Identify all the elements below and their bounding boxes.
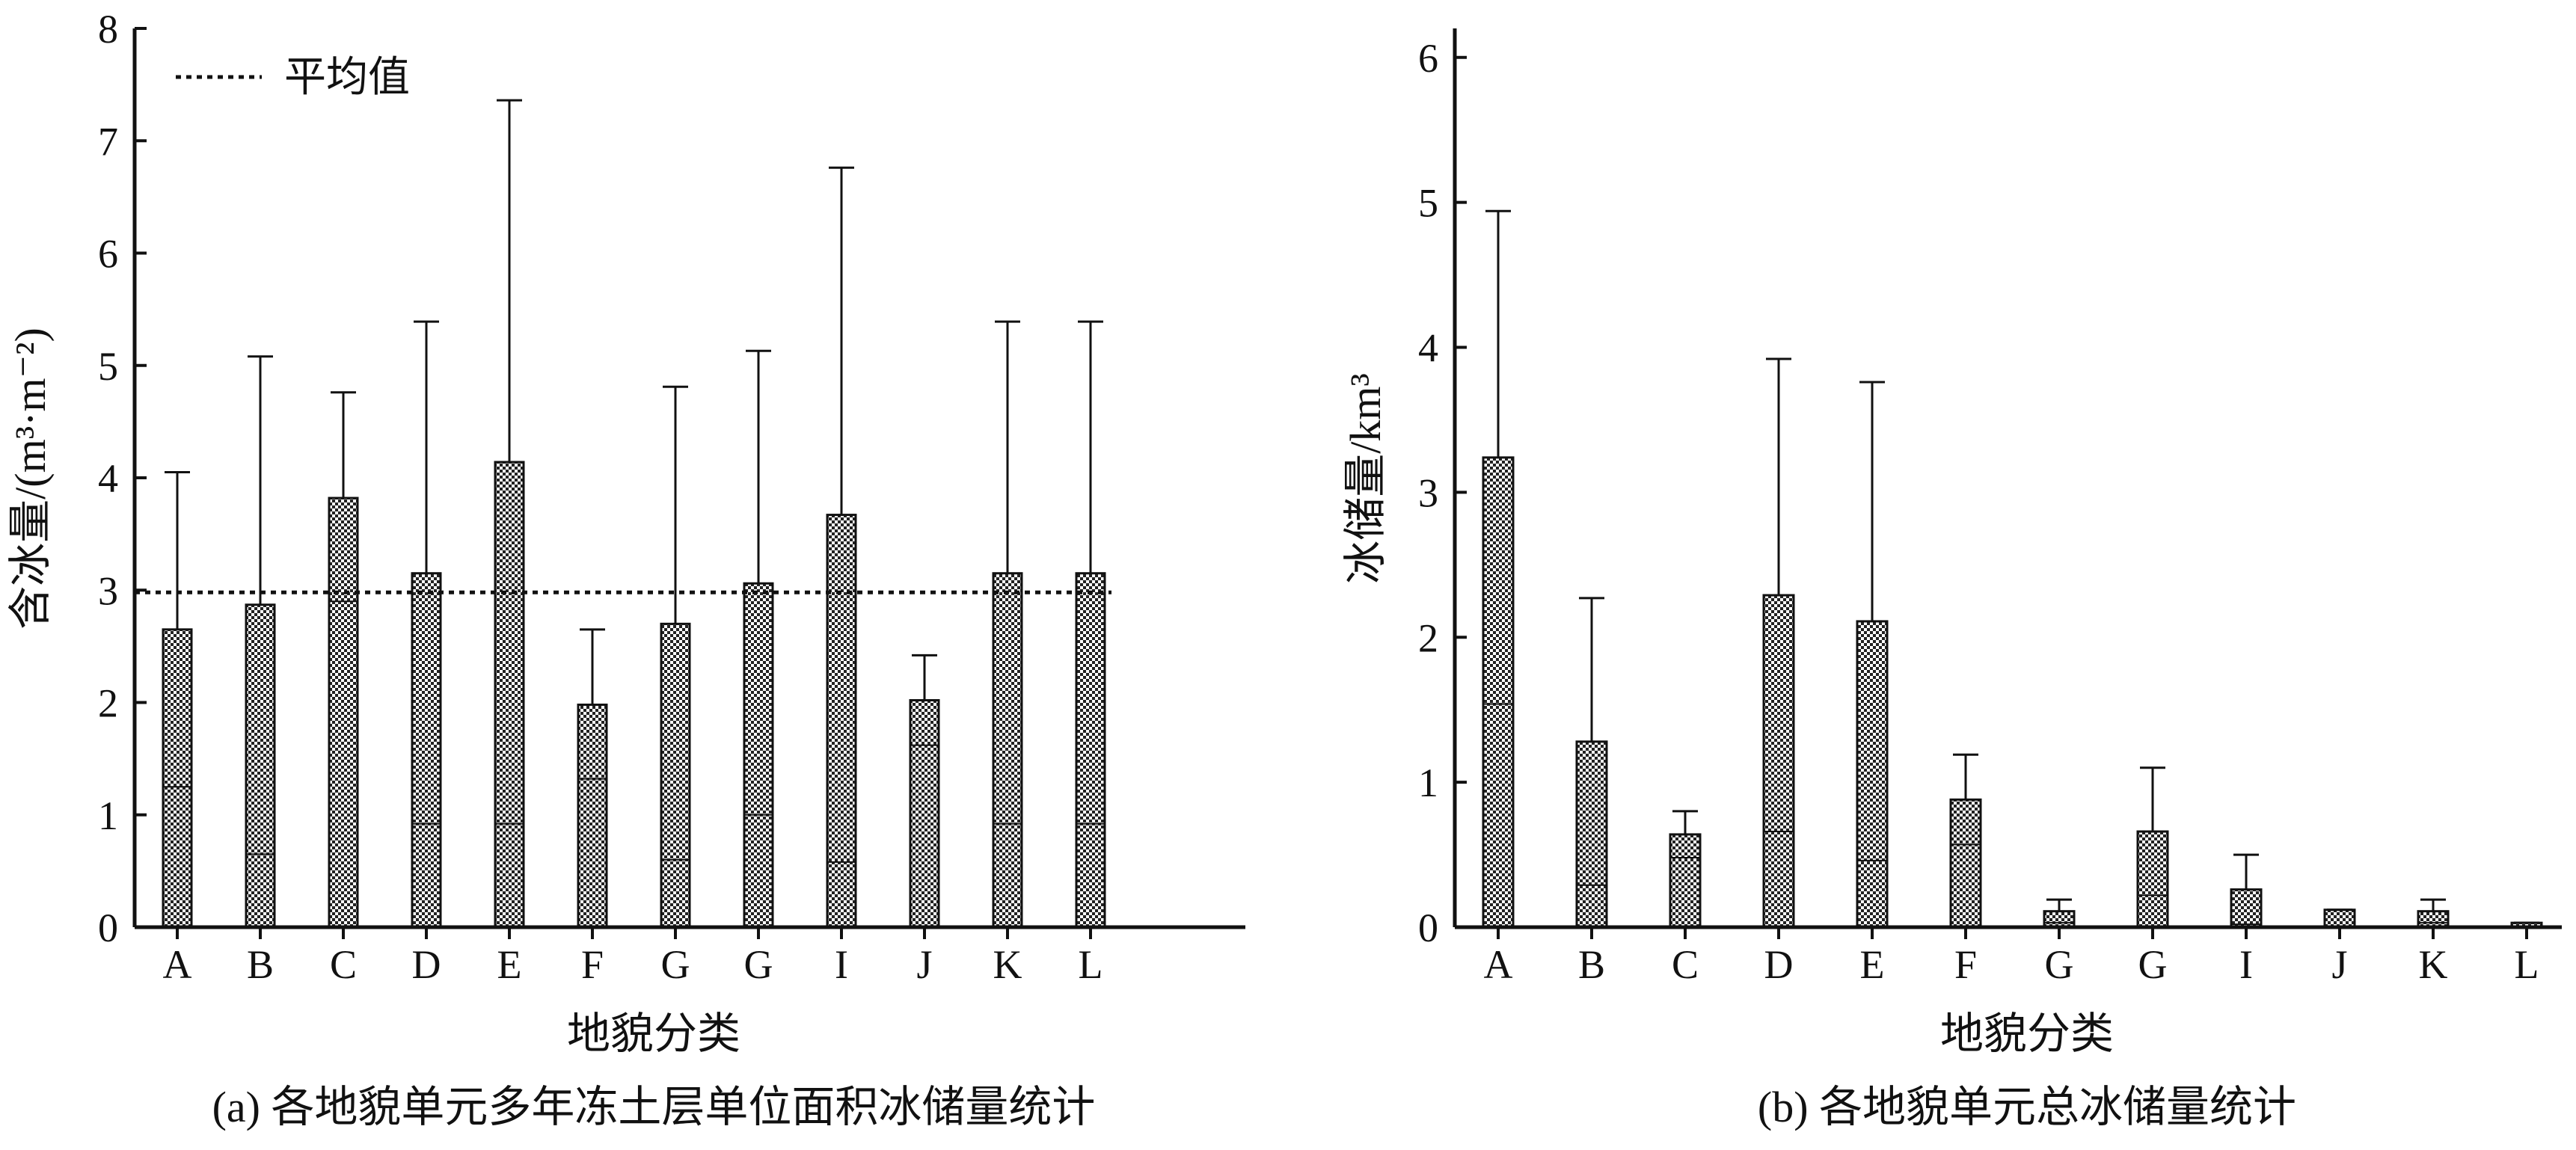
caption-b: (b) 各地貌单元总冰储量统计: [1758, 1083, 2296, 1131]
x-tick-label: D: [412, 942, 441, 987]
y-tick-label: 6: [1418, 36, 1438, 81]
x-tick-label: I: [2239, 942, 2253, 987]
bar: [743, 582, 774, 929]
x-tick-label: E: [1860, 942, 1885, 987]
y-tick-label: 4: [1418, 326, 1438, 371]
y-tick-label: 6: [98, 232, 118, 277]
axes-b: [1453, 28, 2562, 929]
bar: [2417, 910, 2450, 929]
x-axis-title-a: 地貌分类: [567, 1009, 740, 1058]
x-tick-label: K: [993, 942, 1022, 987]
bar: [577, 704, 608, 929]
y-tick-label: 4: [98, 456, 118, 501]
bar: [1669, 833, 1702, 929]
x-tick-label: B: [247, 942, 274, 987]
x-tick-label: L: [1079, 942, 1103, 987]
y-tick-label: 0: [98, 905, 118, 950]
y-tick-label: 0: [1418, 905, 1438, 950]
chart-panel-b: 0 1 2 3 4 5 6 A B C D E F G G I J K L 地貌分类 冰储量/km³ (b) 各地…: [1341, 28, 2562, 1131]
y-tick-label: 2: [1418, 615, 1438, 660]
bar: [1075, 572, 1106, 929]
x-tick-label: I: [835, 942, 848, 987]
x-tick-label: F: [1954, 942, 1977, 987]
bar: [2043, 910, 2076, 929]
x-tick-label: B: [1578, 942, 1605, 987]
y-tick-label: 1: [1418, 760, 1438, 805]
bar: [1949, 798, 1982, 929]
y-tick-label: 5: [98, 344, 118, 389]
x-tick-label: C: [330, 942, 357, 987]
bar: [1856, 620, 1889, 929]
error-bars-b: [1485, 209, 2539, 924]
x-tick-label: J: [2331, 942, 2347, 987]
bar: [1482, 456, 1515, 929]
caption-a: (a) 各地貌单元多年冻土层单位面积冰储量统计: [212, 1083, 1096, 1131]
y-ticks-a: 0 1 2 3 4 5 6 7 8: [98, 7, 147, 950]
x-tick-label: G: [2045, 942, 2074, 987]
y-tick-label: 7: [98, 119, 118, 164]
legend-label-mean: 平均值: [284, 55, 410, 101]
bar: [2323, 908, 2356, 929]
bar: [660, 622, 691, 929]
bar: [909, 698, 940, 929]
bar: [162, 628, 193, 929]
x-tick-label: G: [744, 942, 773, 987]
bar: [328, 496, 359, 929]
bar: [494, 461, 525, 929]
x-tick-label: A: [1484, 942, 1513, 987]
y-tick-label: 2: [98, 681, 118, 726]
x-tick-label: K: [2419, 942, 2448, 987]
x-tick-label: D: [1764, 942, 1794, 987]
x-axis-title-b: 地貌分类: [1940, 1009, 2114, 1058]
error-bars-a: [165, 99, 1103, 705]
x-tick-label: E: [497, 942, 522, 987]
bar: [2136, 830, 2169, 929]
bar: [1575, 740, 1608, 929]
y-tick-label: 1: [98, 793, 118, 838]
chart-panel-a: 0 1 2 3 4 5 6 7 8 A B C D E F G G I J K L 平均值 地貌分类 含冰量/(m³·…: [6, 7, 1245, 1131]
y-tick-label: 3: [1418, 470, 1438, 515]
x-tick-label: G: [2138, 942, 2168, 987]
x-tick-label: L: [2515, 942, 2539, 987]
bar: [245, 603, 276, 929]
bars-b: [1482, 456, 2543, 929]
x-tick-label: G: [661, 942, 690, 987]
bar: [992, 572, 1023, 929]
bar: [2230, 888, 2263, 929]
x-tick-label: F: [581, 942, 604, 987]
bar: [1762, 594, 1795, 929]
y-tick-label: 3: [98, 568, 118, 613]
y-tick-label: 5: [1418, 181, 1438, 226]
x-tick-label: C: [1672, 942, 1699, 987]
y-axis-title-b: 冰储量/km³: [1341, 373, 1390, 584]
bars-a: [162, 461, 1106, 929]
y-tick-label: 8: [98, 7, 118, 52]
y-axis-title-a: 含冰量/(m³·m⁻²): [6, 328, 55, 630]
x-tick-label: A: [163, 942, 192, 987]
y-ticks-b: 0 1 2 3 4 5 6: [1418, 36, 1467, 950]
x-tick-label: J: [916, 942, 932, 987]
bar: [826, 514, 857, 929]
legend: 平均值: [176, 55, 410, 101]
bar: [411, 572, 442, 929]
